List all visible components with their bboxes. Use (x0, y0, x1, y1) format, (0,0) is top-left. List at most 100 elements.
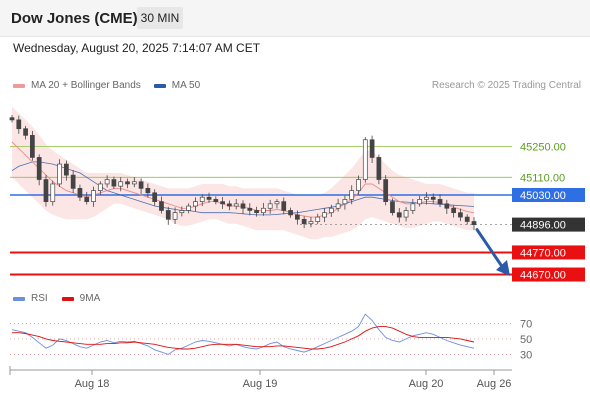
price-point (267, 203, 273, 209)
level-label-44670.00: 44670.00 (512, 267, 585, 282)
level-label-bg (512, 217, 585, 232)
legend-ma9-label: 9MA (79, 293, 101, 304)
price-point (335, 203, 341, 209)
price-point (131, 181, 137, 185)
x-tick-label: Aug 26 (477, 378, 512, 390)
price-point (464, 216, 470, 222)
price-point (301, 218, 307, 225)
price-point (213, 199, 219, 202)
level-label-44896.00: 44896.00 (512, 217, 585, 232)
level-label-45250.00: 45250.00 (520, 141, 566, 153)
rsi-tick-label: 50 (520, 334, 532, 346)
chart-datetime: Wednesday, August 20, 2025 7:14:07 AM CE… (13, 41, 261, 55)
price-point (247, 207, 253, 211)
rsi-legend: RSI 9MA (13, 293, 100, 304)
price-point (430, 196, 436, 200)
price-point (308, 221, 314, 225)
price-point (342, 199, 348, 205)
legend-ma50-label: MA 50 (171, 80, 201, 91)
x-tick-label: Aug 18 (75, 378, 110, 390)
price-point (424, 196, 429, 200)
price-point (471, 221, 477, 225)
price-point (383, 179, 389, 202)
level-label: 45030.00 (520, 190, 566, 202)
price-point (206, 196, 212, 200)
forecast-arrowhead (496, 260, 510, 276)
level-label-45030.00: 45030.00 (512, 188, 585, 202)
price-point (186, 205, 192, 211)
price-point (77, 188, 83, 198)
level-label: 44896.00 (520, 220, 566, 232)
level-label: 45250.00 (520, 141, 566, 153)
price-point (227, 203, 232, 207)
price-point (50, 183, 56, 202)
level-label-44770.00: 44770.00 (512, 245, 585, 260)
price-point (145, 188, 151, 194)
price-point (23, 128, 28, 136)
price-point (376, 157, 382, 180)
rsi-line (11, 313, 475, 355)
price-point (36, 157, 42, 180)
ma9-line (12, 326, 475, 350)
price-point (315, 216, 321, 222)
price-point (91, 190, 96, 202)
price-point (193, 201, 198, 207)
price-point (172, 212, 178, 220)
level-label: 44670.00 (520, 270, 566, 282)
interval-badge[interactable]: 30 MIN (137, 7, 183, 29)
price-point (165, 210, 171, 220)
price-point (328, 207, 334, 214)
price-point (43, 179, 49, 202)
price-point (16, 119, 22, 130)
price-point (349, 190, 355, 200)
price-point (322, 212, 327, 218)
price-point (254, 210, 259, 214)
price-point (281, 201, 287, 211)
price-point (138, 181, 144, 189)
price-legend: MA 20 + Bollinger Bands MA 50 (13, 80, 200, 91)
price-point (199, 196, 205, 202)
legend-rsi-label: RSI (31, 293, 48, 304)
level-label: 44770.00 (520, 247, 566, 259)
instrument-title: Dow Jones (CME) (11, 10, 138, 27)
level-label-bg (512, 245, 585, 260)
price-point (84, 196, 90, 202)
level-label-bg (512, 188, 585, 202)
price-point (179, 210, 185, 214)
price-point (410, 203, 416, 211)
rsi-tick-label: 70 (520, 318, 532, 330)
price-point (274, 201, 280, 205)
research-credit: Research © 2025 Trading Central (431, 80, 581, 91)
price-point (125, 181, 130, 185)
price-point (417, 199, 423, 205)
price-point (294, 214, 300, 220)
x-tick-label: Aug 20 (409, 378, 444, 390)
price-point (118, 181, 124, 187)
price-point (261, 207, 266, 214)
price-point (152, 192, 158, 202)
x-tick-label: Aug 19 (243, 378, 278, 390)
price-point (57, 163, 62, 185)
price-point (63, 163, 69, 176)
ma9-swatch (61, 296, 74, 301)
x-axis: Aug 18 Aug 19 Aug 20 Aug 26 (9, 366, 512, 390)
level-label-45110.00: 45110.00 (520, 172, 565, 184)
price-point (111, 179, 117, 187)
price-point (288, 210, 293, 216)
price-point (159, 201, 164, 211)
rsi-swatch (13, 296, 25, 301)
legend-ma20-label: MA 20 + Bollinger Bands (31, 80, 141, 91)
price-point (220, 201, 225, 205)
ma50-swatch (153, 83, 166, 88)
price-point (444, 203, 450, 209)
ma20-swatch (13, 83, 25, 88)
price-panel: 45250.00 45110.00 45030.00 44896.00 44770.00… (9, 106, 585, 282)
price-point (356, 179, 361, 191)
price-point (30, 134, 35, 158)
price-point (240, 203, 246, 209)
level-label: 45110.00 (520, 172, 565, 184)
price-point (437, 199, 443, 205)
price-point (9, 117, 15, 121)
price-point (70, 174, 76, 189)
